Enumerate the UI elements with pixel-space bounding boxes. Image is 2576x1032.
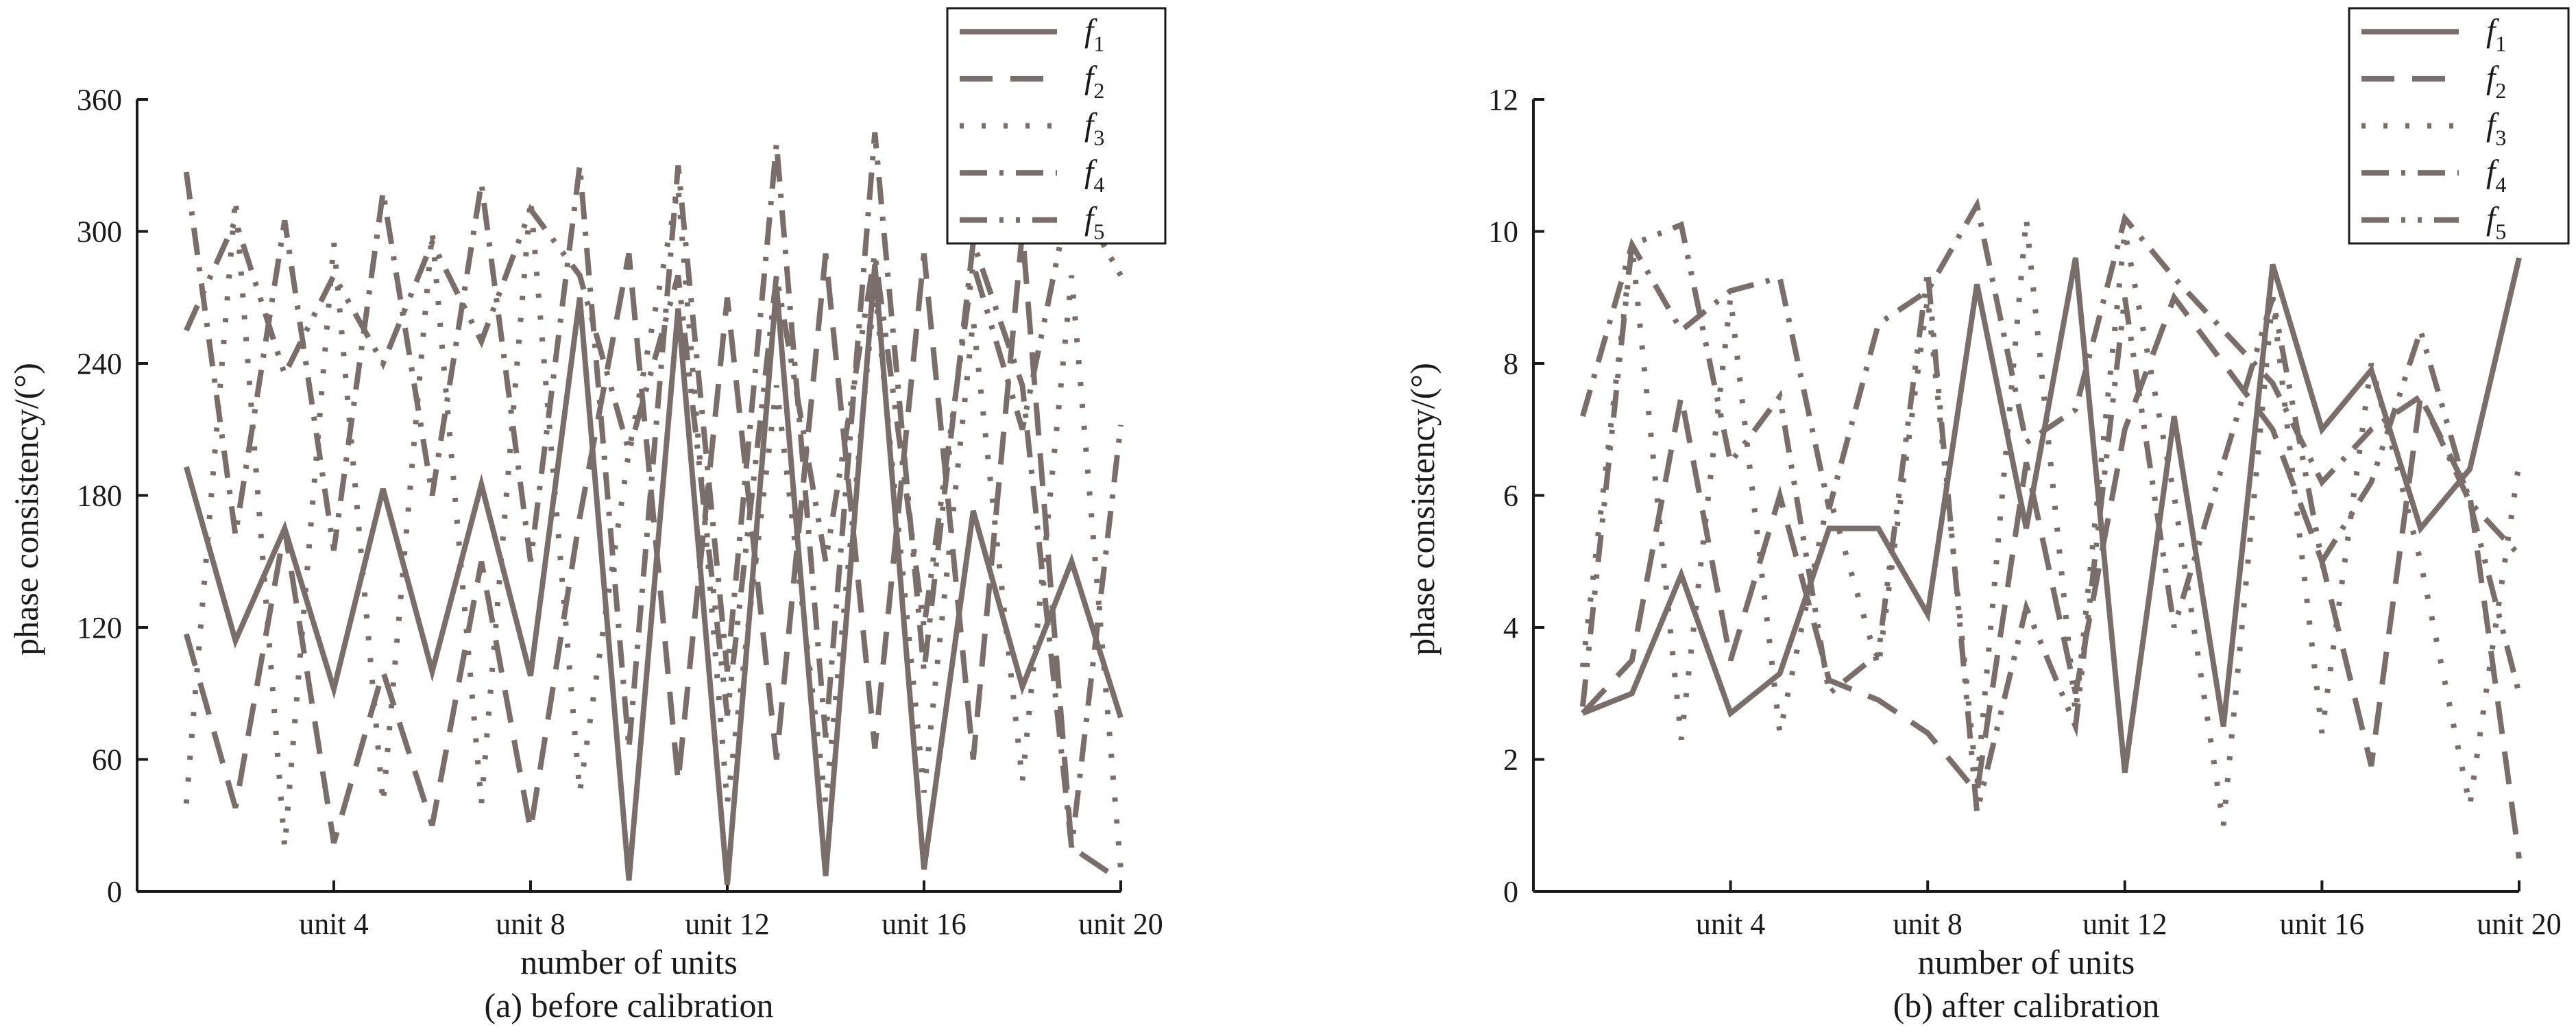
chart-panel-before-calibration: 0 60 120 180 240 300 360 unit 4 unit 8 unit 12 uni…	[7, 7, 1167, 1024]
y-tick-label: 0	[107, 875, 122, 909]
y-tick-label: 6	[1503, 479, 1518, 513]
series-line-f3	[183, 187, 1123, 870]
x-axis-title: number of units	[520, 943, 738, 981]
x-tick-label: unit 4	[1696, 907, 1765, 941]
y-tick-label: 12	[1488, 83, 1518, 117]
y-tick-label: 240	[77, 347, 122, 381]
y-axis-title: phase consistency/(°)	[1403, 363, 1442, 656]
x-tick-label: unit 20	[2477, 907, 2561, 941]
y-tick-label: 0	[1503, 875, 1518, 909]
y-tick-label: 360	[77, 83, 122, 117]
y-tick-label: 2	[1503, 743, 1518, 777]
x-tick-label: unit 8	[1893, 907, 1962, 941]
x-tick-label: unit 8	[496, 907, 565, 941]
chart-caption: (a) before calibration	[485, 986, 774, 1024]
legend-box	[946, 7, 1167, 245]
series-line-f1	[1581, 257, 2522, 773]
series-line-f2	[183, 231, 1123, 883]
x-tick-label: unit 16	[2280, 907, 2364, 941]
y-tick-label: 8	[1503, 347, 1518, 381]
series-line-f5	[1579, 221, 2522, 813]
series-line-f1	[183, 264, 1123, 885]
chart-caption: (b) after calibration	[1893, 986, 2160, 1024]
x-axis-title: number of units	[1918, 943, 2135, 981]
x-tick-label: unit 12	[2082, 907, 2167, 941]
x-tick-label: unit 4	[299, 907, 368, 941]
y-axis-title: phase consistency/(°)	[7, 363, 45, 656]
chart-panel-after-calibration: 0 2 4 6 8 10 12 unit 4 unit 8 unit 12 unit 16 unit …	[1403, 7, 2570, 1024]
y-tick-label: 4	[1503, 611, 1518, 645]
y-tick-label: 10	[1488, 215, 1518, 249]
x-tick-label: unit 12	[685, 907, 769, 941]
series-line-f2	[1580, 291, 2522, 859]
y-tick-label: 120	[77, 611, 122, 645]
series-line-f4	[1580, 197, 2521, 557]
series-line-f5	[184, 179, 1123, 716]
x-tick-label: unit 16	[882, 907, 966, 941]
y-tick-label: 300	[77, 215, 122, 249]
y-tick-label: 180	[77, 479, 122, 513]
series-line-f3	[1579, 217, 2522, 826]
y-tick-label: 60	[92, 743, 122, 777]
x-tick-label: unit 20	[1078, 907, 1163, 941]
